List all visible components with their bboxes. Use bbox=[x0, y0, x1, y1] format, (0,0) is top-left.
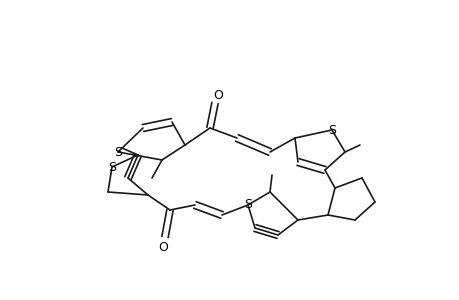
Text: S: S bbox=[327, 124, 335, 136]
Text: S: S bbox=[108, 160, 116, 173]
Text: O: O bbox=[213, 88, 223, 101]
Text: S: S bbox=[243, 199, 252, 212]
Text: S: S bbox=[114, 146, 122, 158]
Text: O: O bbox=[158, 242, 168, 254]
